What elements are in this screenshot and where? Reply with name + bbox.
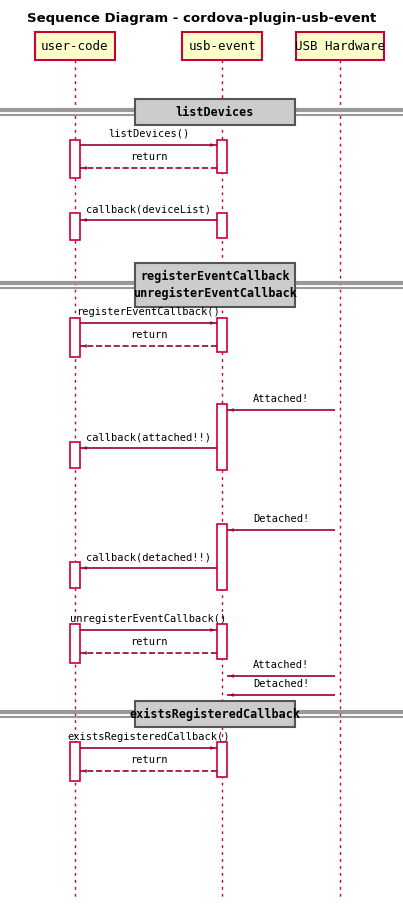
Bar — [70, 624, 80, 663]
Text: listDevices: listDevices — [176, 105, 254, 119]
Bar — [217, 624, 227, 659]
Bar — [135, 263, 295, 307]
Bar — [217, 140, 227, 173]
Bar — [70, 140, 80, 178]
Bar — [296, 32, 384, 60]
Text: callback(deviceList): callback(deviceList) — [86, 204, 211, 214]
Text: user-code: user-code — [41, 40, 109, 53]
Text: return: return — [130, 330, 167, 340]
Bar — [135, 701, 295, 727]
Bar — [217, 404, 227, 470]
Bar — [217, 524, 227, 590]
Text: return: return — [130, 755, 167, 765]
Text: Detached!: Detached! — [253, 679, 309, 689]
Text: callback(attached!!): callback(attached!!) — [86, 432, 211, 442]
Bar — [217, 742, 227, 777]
Text: Attached!: Attached! — [253, 394, 309, 404]
Text: registerEventCallback
unregisterEventCallback: registerEventCallback unregisterEventCal… — [133, 270, 297, 301]
Bar — [70, 742, 80, 781]
Text: return: return — [130, 152, 167, 162]
Bar — [70, 318, 80, 357]
Text: registerEventCallback(): registerEventCallback() — [77, 307, 220, 317]
Text: callback(detached!!): callback(detached!!) — [86, 552, 211, 562]
Text: return: return — [130, 637, 167, 647]
Text: USB Hardware: USB Hardware — [295, 40, 385, 53]
Text: existsRegisteredCallback(): existsRegisteredCallback() — [67, 732, 230, 742]
Bar — [135, 99, 295, 125]
Bar — [35, 32, 115, 60]
Text: Detached!: Detached! — [253, 514, 309, 524]
Text: usb-event: usb-event — [188, 40, 256, 53]
Bar — [217, 213, 227, 238]
Text: unregisterEventCallback(): unregisterEventCallback() — [71, 614, 226, 624]
Bar — [217, 318, 227, 352]
Text: listDevices(): listDevices() — [108, 129, 189, 139]
Text: Attached!: Attached! — [253, 660, 309, 670]
Bar — [70, 213, 80, 240]
Bar — [70, 562, 80, 588]
Bar — [182, 32, 262, 60]
Text: existsRegisteredCallback: existsRegisteredCallback — [129, 707, 301, 721]
Text: Sequence Diagram - cordova-plugin-usb-event: Sequence Diagram - cordova-plugin-usb-ev… — [27, 12, 376, 25]
Bar — [70, 442, 80, 468]
